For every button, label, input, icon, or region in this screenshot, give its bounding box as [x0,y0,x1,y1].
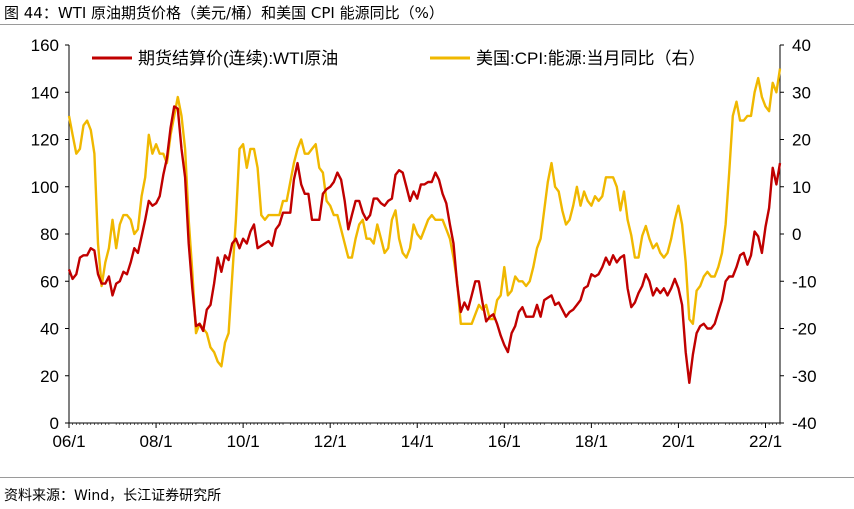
y-left-tick-label: 140 [31,83,59,102]
x-tick-label: 08/1 [140,432,173,451]
y-left-tick-label: 100 [31,178,59,197]
x-tick-label: 20/1 [662,432,695,451]
x-tick-label: 18/1 [575,432,608,451]
y-left-tick-label: 120 [31,131,59,150]
title-divider [0,24,854,25]
series-lines [67,68,782,384]
y-left-tick-label: 0 [50,414,59,433]
y-right-tick-label: 10 [792,178,811,197]
legend-label-cpi-energy: 美国:CPI:能源:当月同比（右） [476,49,706,68]
legend: 期货结算价(连续):WTI原油 美国:CPI:能源:当月同比（右） [92,49,706,68]
y-left-tick-label: 80 [40,225,59,244]
y-right-tick-label: 40 [792,36,811,55]
series-line-cpi-energy [67,68,782,368]
y-right-tick-label: -10 [792,272,817,291]
y-right-tick-label: -40 [792,414,817,433]
axes: 0 20 40 60 80 100 120 140 160 -40 -30 -20 -10 0 10 20 30… [31,36,817,451]
x-tick-label: 16/1 [488,432,521,451]
line-chart: 0 20 40 60 80 100 120 140 160 -40 -30 -20 -10 0 10 20 30… [31,36,817,451]
x-tick-label: 10/1 [227,432,260,451]
y-left-tick-label: 60 [40,272,59,291]
y-left-tick-label: 20 [40,367,59,386]
y-left-tick-label: 40 [40,320,59,339]
x-tick-label: 06/1 [52,432,85,451]
source-divider [0,477,854,478]
y-right-tick-label: -30 [792,367,817,386]
y-right-tick-label: 30 [792,83,811,102]
y-right-tick-label: -20 [792,320,817,339]
x-tick-label: 12/1 [314,432,347,451]
y-right-tick-label: 0 [792,225,801,244]
x-tick-label: 22/1 [749,432,782,451]
y-right-tick-label: 20 [792,131,811,150]
source-note: 资料来源：Wind，长江证券研究所 [4,488,222,504]
y-left-tick-label: 160 [31,36,59,55]
series-line-wti [67,105,782,384]
legend-label-wti: 期货结算价(连续):WTI原油 [138,49,338,68]
chart-title: 图 44：WTI 原油期货价格（美元/桶）和美国 CPI 能源同比（%） [4,4,444,22]
x-tick-label: 14/1 [401,432,434,451]
